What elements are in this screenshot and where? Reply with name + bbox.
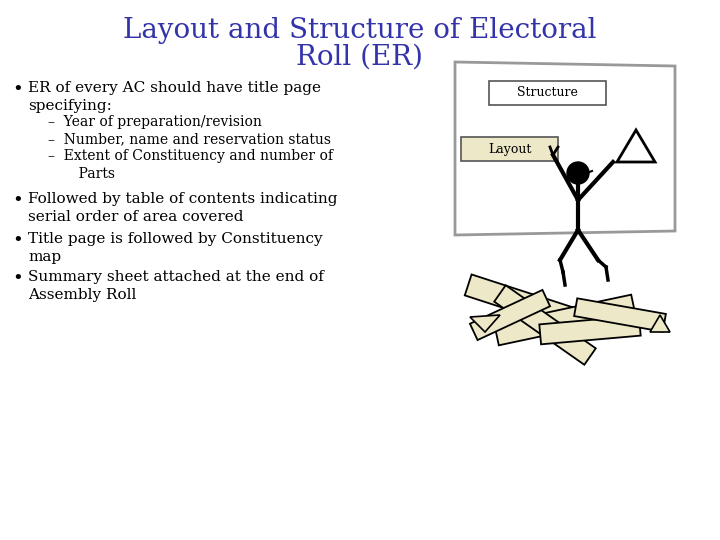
FancyBboxPatch shape xyxy=(489,81,606,105)
Polygon shape xyxy=(494,295,636,345)
Text: –  Year of preparation/revision: – Year of preparation/revision xyxy=(48,115,262,129)
Text: •: • xyxy=(12,270,23,288)
Text: Title page is followed by Constituency
map: Title page is followed by Constituency m… xyxy=(28,232,323,265)
Polygon shape xyxy=(494,285,595,364)
Polygon shape xyxy=(574,298,666,332)
Polygon shape xyxy=(465,274,595,335)
Text: Layout: Layout xyxy=(488,143,531,156)
Text: Followed by table of contents indicating
serial order of area covered: Followed by table of contents indicating… xyxy=(28,192,338,225)
Text: •: • xyxy=(12,192,23,210)
Polygon shape xyxy=(539,316,641,345)
Text: Roll (ER): Roll (ER) xyxy=(297,44,423,71)
Text: ER of every AC should have title page
specifying:: ER of every AC should have title page sp… xyxy=(28,81,321,113)
Text: Structure: Structure xyxy=(516,86,577,99)
Polygon shape xyxy=(617,130,655,162)
Text: Layout and Structure of Electoral: Layout and Structure of Electoral xyxy=(123,17,597,44)
Text: •: • xyxy=(12,81,23,99)
Circle shape xyxy=(567,162,589,184)
Text: –  Extent of Constituency and number of
       Parts: – Extent of Constituency and number of P… xyxy=(48,149,333,181)
Polygon shape xyxy=(455,62,675,235)
FancyBboxPatch shape xyxy=(461,137,558,161)
Text: Summary sheet attached at the end of
Assembly Roll: Summary sheet attached at the end of Ass… xyxy=(28,270,324,302)
Text: •: • xyxy=(12,232,23,250)
Polygon shape xyxy=(650,315,670,332)
Polygon shape xyxy=(470,290,550,340)
Polygon shape xyxy=(470,315,500,332)
Text: –  Number, name and reservation status: – Number, name and reservation status xyxy=(48,132,331,146)
